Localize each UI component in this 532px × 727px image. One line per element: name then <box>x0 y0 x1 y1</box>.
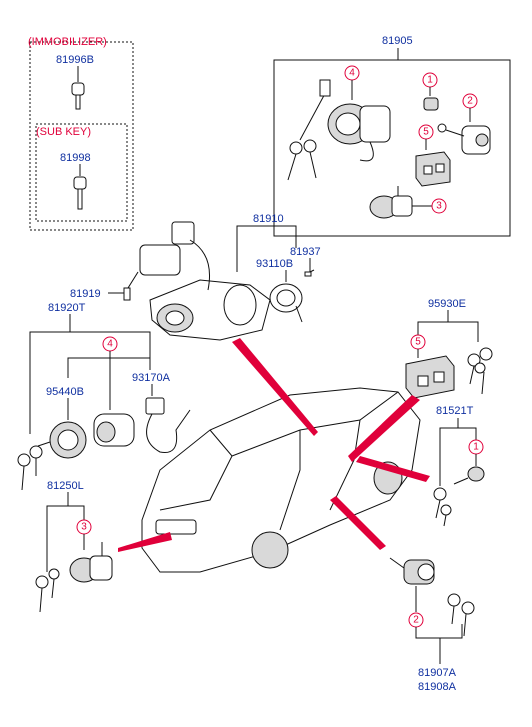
key-reminder-switch-icon <box>304 269 315 277</box>
trunk-lock-block-icon <box>405 355 455 399</box>
location-rays <box>118 338 430 552</box>
car-plate <box>155 519 197 535</box>
car-illustration <box>141 387 421 573</box>
part-number-95440B: 95440B <box>46 386 84 398</box>
location-ray <box>232 338 318 436</box>
callout-number: 2 <box>467 96 473 107</box>
leader-bracket <box>417 321 479 342</box>
steering-lock-81910-group: 81910 81937 93110B 81919 <box>70 213 321 341</box>
car-wheel <box>251 531 289 569</box>
door-lock-cylinder-icon <box>437 123 491 155</box>
ignition-cylinder-icon <box>327 103 391 162</box>
callout-number: 1 <box>427 75 433 86</box>
trunk-lock-block-icon <box>415 151 451 187</box>
part-number-95930E: 95930E <box>428 298 466 310</box>
part-number-81907A: 81907A <box>418 667 457 679</box>
steering-lock-housing-icon <box>139 221 271 341</box>
location-ray <box>348 395 420 462</box>
immobilizer-antenna-coil-icon <box>269 283 303 323</box>
glove-box-lock-icon <box>69 542 113 583</box>
callout-3 <box>431 198 447 214</box>
key-pair-icon <box>35 568 60 613</box>
callout-number: 5 <box>423 127 429 138</box>
part-number-81905: 81905 <box>382 35 413 47</box>
callout-number: 5 <box>415 337 421 348</box>
lock-kit-81521T-group: 81521T 1 <box>433 405 485 527</box>
part-number-81998: 81998 <box>60 152 91 164</box>
sub-key-dashed-box <box>35 123 128 222</box>
key-pair-icon <box>433 487 452 527</box>
door-lock-cylinder-icon <box>453 466 485 485</box>
door-lock-cylinder-icon <box>389 557 435 585</box>
leader-bracket <box>67 357 150 378</box>
callout-number: 3 <box>436 201 442 212</box>
leader-bracket <box>236 225 297 236</box>
wiring-harness-icon <box>145 397 191 454</box>
sub-key-header: (SUB KEY) <box>36 126 91 138</box>
part-number-93170A: 93170A <box>132 372 171 384</box>
key-pair-icon <box>17 441 51 491</box>
part-number-81937: 81937 <box>290 246 321 258</box>
transponder-key-icon <box>71 82 85 110</box>
bolt-icon <box>123 271 139 301</box>
lock-set-box <box>273 59 511 237</box>
key-pair-icon <box>467 347 493 395</box>
part-number-81996B: 81996B <box>56 54 94 66</box>
part-number-81910: 81910 <box>253 213 284 225</box>
leader-bracket <box>415 624 463 639</box>
sub-key-icon <box>73 176 87 210</box>
part-number-81250L: 81250L <box>47 480 84 492</box>
part-number-81920T: 81920T <box>48 302 86 314</box>
callout-number: 1 <box>473 442 479 453</box>
callout-number: 4 <box>107 339 113 350</box>
cap-icon <box>423 97 439 111</box>
key-pair-icon <box>287 79 331 181</box>
immobilizer-dashed-box <box>29 41 134 231</box>
callout-number: 3 <box>81 522 87 533</box>
immobilizer-header: (IMMOBILIZER) <box>28 36 107 48</box>
ignition-cylinder-icon <box>49 421 87 459</box>
leader-bracket <box>29 331 151 434</box>
key-pair-icon <box>447 593 475 637</box>
lock-kit-81250L-group: 81250L 3 <box>35 480 113 613</box>
callout-number: 2 <box>413 615 419 626</box>
lock-kit-95930E-group: 95930E 5 <box>405 298 493 399</box>
glove-box-lock-icon <box>369 186 413 219</box>
location-ray <box>118 532 172 552</box>
part-number-81521T: 81521T <box>436 405 474 417</box>
car-body <box>141 387 421 573</box>
ignition-cylinder-body-icon <box>93 413 135 447</box>
lock-kit-81920T-group: 81920T 4 95440B 93170A <box>17 302 191 491</box>
immobilizer-group: (IMMOBILIZER) (SUB KEY) 81996B 81998 <box>28 36 134 231</box>
part-number-81919: 81919 <box>70 288 101 300</box>
leader-bracket <box>46 505 85 572</box>
callout-number: 4 <box>349 68 355 79</box>
part-number-81908A: 81908A <box>418 681 457 693</box>
car-rear-window-line <box>159 455 233 511</box>
car-door-line <box>279 430 301 531</box>
door-lock-81907A-group: 2 81907A 81908A <box>389 557 475 693</box>
location-ray <box>330 496 386 550</box>
lock-set-81905-group: 81905 4 1 2 <box>273 35 511 237</box>
location-ray <box>356 456 430 482</box>
part-number-93110B: 93110B <box>256 258 293 270</box>
